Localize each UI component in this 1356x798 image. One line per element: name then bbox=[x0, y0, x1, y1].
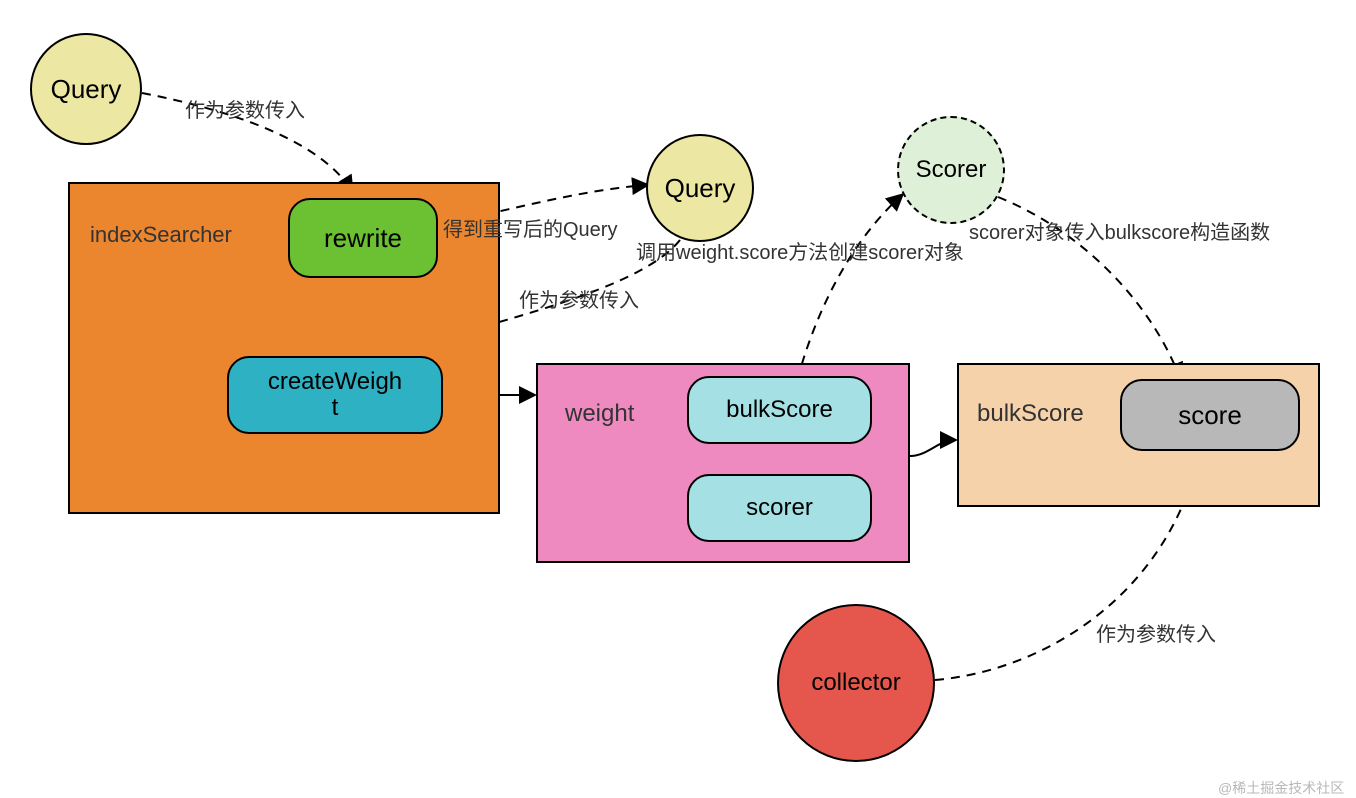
node-scorer-circle-label: Scorer bbox=[916, 156, 987, 184]
bulkscore-box-label: bulkScore bbox=[977, 400, 1084, 428]
node-scorer-circle: Scorer bbox=[897, 116, 1005, 224]
node-query-1-label: Query bbox=[51, 74, 122, 105]
node-collector-label: collector bbox=[811, 669, 900, 697]
node-bulkscore-inner: bulkScore bbox=[687, 376, 872, 444]
edge-label-4: 调用weight.score方法创建scorer对象 bbox=[636, 236, 964, 265]
node-rewrite: rewrite bbox=[288, 198, 438, 278]
node-score-label: score bbox=[1178, 400, 1242, 431]
node-query-2: Query bbox=[646, 134, 754, 242]
index-searcher-label: indexSearcher bbox=[90, 222, 232, 248]
edge-label-6: 作为参数传入 bbox=[1096, 618, 1216, 647]
watermark: @稀土掘金技术社区 bbox=[1218, 778, 1344, 798]
node-create-weight-label: createWeigh t bbox=[268, 369, 402, 422]
node-scorer-inner: scorer bbox=[687, 474, 872, 542]
node-bulkscore-inner-label: bulkScore bbox=[726, 396, 833, 424]
weight-box-label: weight bbox=[565, 400, 634, 428]
node-query-2-label: Query bbox=[665, 173, 736, 204]
edge-label-2: 得到重写后的Query bbox=[443, 213, 617, 242]
node-collector: collector bbox=[777, 604, 935, 762]
diagram-stage: Query indexSearcher rewrite createWeigh … bbox=[0, 0, 1356, 798]
edge-label-5: scorer对象传入bulkscore构造函数 bbox=[969, 216, 1270, 245]
node-create-weight: createWeigh t bbox=[227, 356, 443, 434]
node-rewrite-label: rewrite bbox=[324, 223, 402, 254]
node-query-1: Query bbox=[30, 33, 142, 145]
node-score: score bbox=[1120, 379, 1300, 451]
edge-weight_to_bulkScoreBox bbox=[910, 440, 955, 456]
edge-label-3: 作为参数传入 bbox=[519, 284, 639, 313]
edge-label-1: 作为参数传入 bbox=[185, 94, 305, 123]
node-scorer-inner-label: scorer bbox=[746, 494, 813, 522]
